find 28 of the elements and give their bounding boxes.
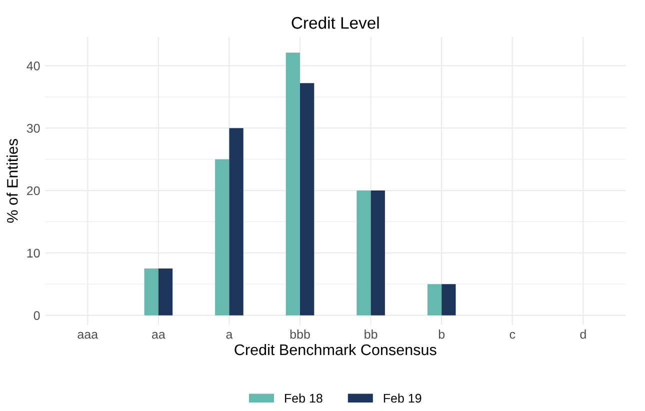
x-tick-label: b	[438, 330, 445, 339]
x-tick-label: c	[510, 332, 516, 339]
bar	[370, 190, 385, 316]
bar	[158, 268, 173, 316]
y-tick-label: 20	[27, 186, 40, 196]
bar	[356, 190, 371, 316]
legend-label: Feb 19	[384, 393, 422, 403]
bar	[442, 284, 456, 316]
bar	[144, 268, 158, 316]
x-tick-label: a	[226, 332, 233, 339]
bar	[286, 52, 300, 316]
y-tick-label: 30	[26, 124, 40, 133]
x-axis-title: Credit Benchmark Consensus	[234, 344, 436, 356]
bar	[300, 83, 314, 316]
y-tick-label: 40	[26, 62, 40, 70]
bar	[229, 128, 244, 316]
y-axis-title: % of Entities	[6, 138, 18, 223]
bar	[215, 159, 230, 316]
x-tick-label: aaa	[78, 332, 98, 339]
y-tick-label: 0	[34, 311, 40, 320]
x-tick-label: aa	[152, 332, 166, 339]
bar	[427, 284, 442, 316]
x-tick-label: bb	[364, 330, 378, 339]
x-tick-label: d	[580, 330, 586, 339]
legend-label: Feb 18	[285, 393, 322, 403]
x-tick-label: bbb	[290, 330, 310, 339]
y-tick-label: 10	[27, 248, 40, 258]
chart-title: Credit Level	[292, 16, 379, 29]
